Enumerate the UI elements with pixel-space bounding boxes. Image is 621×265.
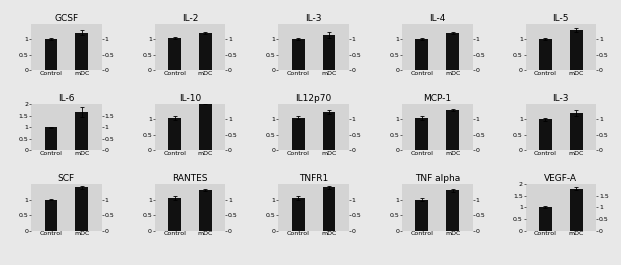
Bar bbox=[446, 190, 459, 231]
Bar bbox=[292, 39, 305, 70]
Title: RANTES: RANTES bbox=[172, 174, 208, 183]
Title: GCSF: GCSF bbox=[54, 14, 78, 23]
Bar bbox=[75, 187, 88, 231]
Bar bbox=[168, 118, 181, 151]
Bar bbox=[322, 35, 335, 70]
Bar bbox=[415, 39, 428, 70]
Bar bbox=[199, 190, 212, 231]
Title: IL-3: IL-3 bbox=[306, 14, 322, 23]
Title: IL-10: IL-10 bbox=[179, 94, 201, 103]
Bar bbox=[415, 118, 428, 151]
Bar bbox=[569, 189, 582, 231]
Title: IL-2: IL-2 bbox=[182, 14, 198, 23]
Bar bbox=[45, 39, 58, 70]
Bar bbox=[45, 127, 58, 151]
Bar bbox=[539, 39, 552, 70]
Bar bbox=[168, 38, 181, 70]
Bar bbox=[199, 33, 212, 70]
Bar bbox=[292, 198, 305, 231]
Bar bbox=[292, 118, 305, 151]
Title: IL-3: IL-3 bbox=[553, 94, 569, 103]
Bar bbox=[168, 198, 181, 231]
Title: IL-4: IL-4 bbox=[429, 14, 445, 23]
Bar bbox=[569, 30, 582, 70]
Bar bbox=[539, 207, 552, 231]
Bar bbox=[569, 113, 582, 151]
Bar bbox=[539, 120, 552, 151]
Title: SCF: SCF bbox=[58, 174, 75, 183]
Title: VEGF-A: VEGF-A bbox=[545, 174, 578, 183]
Bar bbox=[199, 102, 212, 151]
Bar bbox=[415, 200, 428, 231]
Bar bbox=[45, 200, 58, 231]
Title: IL-5: IL-5 bbox=[553, 14, 569, 23]
Bar bbox=[446, 33, 459, 70]
Bar bbox=[446, 110, 459, 151]
Title: IL12p70: IL12p70 bbox=[296, 94, 332, 103]
Title: TNFR1: TNFR1 bbox=[299, 174, 329, 183]
Bar bbox=[75, 33, 88, 70]
Title: MCP-1: MCP-1 bbox=[423, 94, 451, 103]
Title: TNF alpha: TNF alpha bbox=[415, 174, 460, 183]
Bar bbox=[322, 187, 335, 231]
Bar bbox=[75, 112, 88, 151]
Title: IL-6: IL-6 bbox=[58, 94, 75, 103]
Bar bbox=[322, 112, 335, 151]
